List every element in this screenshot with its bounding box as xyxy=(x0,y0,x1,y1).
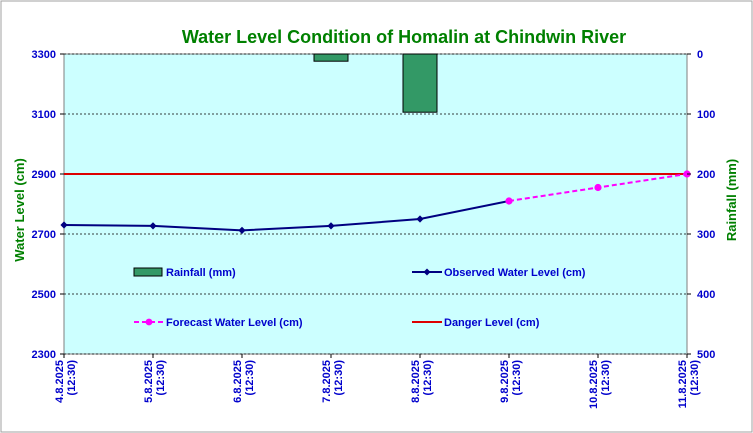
x-axis-ticks: 4.8.2025 (12:30) 5.8.2025 (12:30) 6.8.2025 (1… xyxy=(54,354,701,409)
right-tick-label: 200 xyxy=(697,169,715,181)
observed-point xyxy=(416,215,424,223)
right-tick-label: 400 xyxy=(697,289,715,301)
left-axis-ticks: 2300 2500 2700 2900 3100 3300 xyxy=(32,49,64,361)
right-tick-label: 300 xyxy=(697,229,715,241)
x-tick-label: 6.8.2025 (12:30) xyxy=(232,360,256,403)
x-tick-label: 4.8.2025 (12:30) xyxy=(54,360,78,403)
rainfall-bars xyxy=(313,53,438,113)
rainfall-bar xyxy=(313,53,349,62)
x-tick-time: (12:30) xyxy=(422,360,434,396)
observed-point xyxy=(149,222,157,230)
legend-label-forecast-water-level-cm: Forecast Water Level (cm) xyxy=(166,317,303,329)
forecast-point xyxy=(505,197,513,205)
x-tick-date: 9.8.2025 xyxy=(499,360,511,403)
x-tick-date: 8.8.2025 xyxy=(410,360,422,403)
left-axis-title: Water Level (cm) xyxy=(12,158,27,262)
right-tick-label: 100 xyxy=(697,109,715,121)
legend-marker-observed xyxy=(423,268,431,276)
left-tick-label: 2500 xyxy=(32,289,56,301)
rainfall-bar xyxy=(402,53,438,113)
x-tick-time: (12:30) xyxy=(333,360,345,396)
right-tick-label: 0 xyxy=(697,49,703,61)
right-tick-label: 500 xyxy=(697,349,715,361)
x-tick-label: 10.8.2025 (12:30) xyxy=(588,360,612,409)
x-tick-time: (12:30) xyxy=(689,360,701,396)
x-tick-label: 8.8.2025 (12:30) xyxy=(410,360,434,403)
left-tick-label: 2900 xyxy=(32,169,56,181)
chart-title: Water Level Condition of Homalin at Chin… xyxy=(182,27,626,47)
x-tick-time: (12:30) xyxy=(600,360,612,396)
observed-line xyxy=(63,200,510,232)
right-axis-ticks: 0 100 200 300 400 500 xyxy=(687,49,715,361)
forecast-point xyxy=(594,183,602,192)
x-tick-label: 9.8.2025 (12:30) xyxy=(499,360,523,403)
x-tick-date: 6.8.2025 xyxy=(232,360,244,403)
legend-marker-forecast xyxy=(145,318,153,326)
legend-label-danger-level-cm: Danger Level (cm) xyxy=(444,317,540,329)
x-tick-date: 5.8.2025 xyxy=(143,360,155,403)
observed-point xyxy=(60,221,68,229)
observed-point xyxy=(238,226,246,234)
legend-label-observed-water-level-cm: Observed Water Level (cm) xyxy=(444,267,586,279)
x-tick-time: (12:30) xyxy=(155,360,167,396)
left-tick-label: 2700 xyxy=(32,229,56,241)
left-tick-label: 2300 xyxy=(32,349,56,361)
legend-label-rainfall-mm: Rainfall (mm) xyxy=(166,267,236,279)
legend: Rainfall (mm) Observed Water Level (cm) Fo… xyxy=(133,267,586,329)
x-tick-label: 5.8.2025 (12:30) xyxy=(143,360,167,403)
x-tick-label: 7.8.2025 (12:30) xyxy=(321,360,345,403)
right-axis-title: Rainfall (mm) xyxy=(724,159,739,241)
x-tick-date: 4.8.2025 xyxy=(54,360,66,403)
water-level-lines xyxy=(60,170,691,234)
plot-area xyxy=(63,53,688,355)
x-tick-label: 11.8.2025 (12:30) xyxy=(677,360,701,409)
legend-swatch-rainfall xyxy=(133,267,163,277)
x-tick-date: 10.8.2025 xyxy=(588,360,600,409)
x-tick-time: (12:30) xyxy=(66,360,78,396)
observed-point xyxy=(327,222,335,230)
left-tick-label: 3300 xyxy=(32,49,56,61)
x-tick-time: (12:30) xyxy=(244,360,256,396)
left-tick-label: 3100 xyxy=(32,109,56,121)
x-tick-date: 7.8.2025 xyxy=(321,360,333,403)
x-tick-time: (12:30) xyxy=(511,360,523,396)
x-tick-date: 11.8.2025 xyxy=(677,360,689,408)
